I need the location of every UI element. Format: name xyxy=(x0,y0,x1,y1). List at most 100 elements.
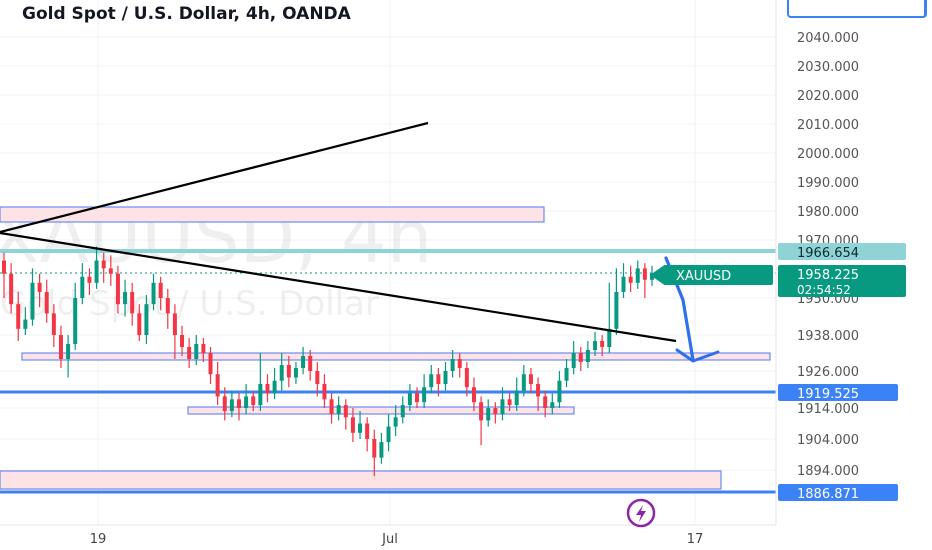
price-tick-label: 2020.000 xyxy=(797,89,859,104)
lightning-bolt-icon xyxy=(636,505,646,522)
candle-body xyxy=(593,341,598,350)
candle-body xyxy=(308,356,313,371)
price-tick-label: 1914.000 xyxy=(797,402,859,417)
candle-body xyxy=(578,353,583,362)
candle-body xyxy=(58,335,63,359)
candle-body xyxy=(379,442,384,458)
candle-body xyxy=(265,383,270,394)
candle-body xyxy=(635,268,640,283)
candle-body xyxy=(585,350,590,362)
candle-body xyxy=(500,399,505,415)
candle-body xyxy=(471,387,476,403)
symbol-tag-bg xyxy=(663,265,773,285)
candle-body xyxy=(244,396,249,408)
candle-body xyxy=(101,260,106,269)
trendline-lower xyxy=(0,231,677,343)
candle-body xyxy=(229,399,234,412)
candle-body xyxy=(464,368,469,388)
candle-body xyxy=(571,353,576,368)
time-tick-label: Jul xyxy=(381,532,398,547)
candle-body xyxy=(123,291,128,305)
candle-body xyxy=(628,276,633,283)
candle-body xyxy=(87,276,92,283)
candle-body xyxy=(343,405,348,418)
candle-body xyxy=(286,365,291,378)
candle-body xyxy=(436,374,441,384)
price-tick-label: 1938.000 xyxy=(797,329,859,344)
candle-body xyxy=(415,393,420,403)
candle-body xyxy=(66,344,71,359)
countdown-label: 02:54:52 xyxy=(797,283,851,297)
candle-body xyxy=(614,291,619,329)
price-tick-label: 2030.000 xyxy=(797,60,859,75)
candle-body xyxy=(236,399,241,408)
candle-body xyxy=(642,268,647,280)
candle-body xyxy=(521,374,526,391)
demand-zone-2 xyxy=(187,406,575,415)
candle-body xyxy=(272,380,277,394)
candle-body xyxy=(115,273,120,305)
price-tick-label: 1894.000 xyxy=(797,464,859,479)
symbol-tag: XAUUSD xyxy=(676,269,731,284)
candle-body xyxy=(443,371,448,384)
candle-body xyxy=(80,276,85,298)
candle-body xyxy=(51,313,56,335)
candle-body xyxy=(130,291,135,314)
candle-body xyxy=(144,304,149,335)
candle-body xyxy=(536,383,541,397)
candle-body xyxy=(172,313,177,335)
candle-body xyxy=(9,273,14,305)
candle-body xyxy=(457,359,462,368)
candle-body xyxy=(358,423,363,433)
top-right-panel[interactable] xyxy=(787,0,927,18)
candle-body xyxy=(486,408,491,421)
candle-body xyxy=(336,405,341,415)
trendline-upper xyxy=(0,121,429,234)
candle-body xyxy=(251,396,256,406)
price-label: 1958.225 xyxy=(797,268,859,283)
candle-body xyxy=(215,374,220,397)
price-tick-label: 1904.000 xyxy=(797,433,859,448)
candle-body xyxy=(158,282,163,298)
watermark-description: Gold Spot / U.S. Dollar xyxy=(0,284,379,324)
candle-body xyxy=(37,282,42,292)
candle-body xyxy=(180,335,185,347)
candle-body xyxy=(621,276,626,292)
candle-body xyxy=(557,380,562,403)
price-tick-label: 1980.000 xyxy=(797,205,859,220)
candle-body xyxy=(407,393,412,406)
candle-body xyxy=(258,383,263,406)
projection-arrow-head xyxy=(675,348,720,363)
price-tick-label: 1990.000 xyxy=(797,176,859,191)
candle-body xyxy=(208,353,213,375)
candle-body xyxy=(2,260,6,274)
candle-body xyxy=(108,268,113,274)
candle-body xyxy=(322,383,327,400)
support-label-1886-bg xyxy=(778,484,898,501)
candle-body xyxy=(493,408,498,415)
candle-body xyxy=(422,387,427,403)
chart-title: Gold Spot / U.S. Dollar, 4h, OANDA xyxy=(22,4,351,24)
price-tick-label: 2040.000 xyxy=(797,31,859,46)
demand-zone-3 xyxy=(0,470,722,490)
candle-body xyxy=(514,390,519,406)
candle-body xyxy=(650,273,654,280)
candle-body xyxy=(450,359,455,371)
candle-body xyxy=(564,368,569,381)
symbol-tag-pointer xyxy=(650,266,663,284)
candle-body xyxy=(315,371,320,384)
candle-body xyxy=(94,260,99,283)
candle-body xyxy=(429,374,434,388)
supply-zone xyxy=(0,206,545,223)
candle-body xyxy=(151,282,156,305)
candle-body xyxy=(293,368,298,378)
candle-body xyxy=(600,341,605,347)
support-label-1919-bg xyxy=(778,384,898,401)
price-tick-label: 2000.000 xyxy=(797,147,859,162)
candle-body xyxy=(350,417,355,433)
candle-body xyxy=(400,405,405,418)
candle-body xyxy=(528,374,533,384)
candle-body xyxy=(279,365,284,381)
